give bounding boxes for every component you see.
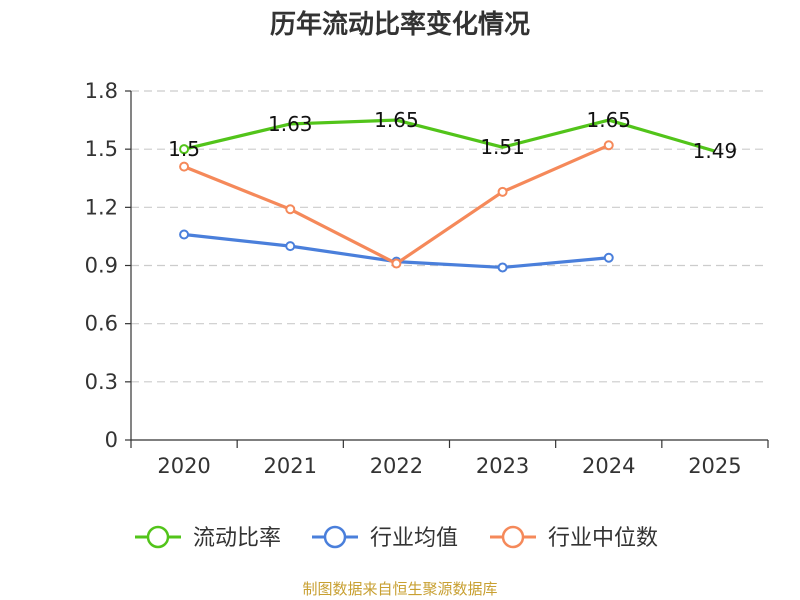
series-line-2 (183, 143, 610, 266)
legend-label: 行业均值 (370, 526, 458, 551)
data-point (497, 186, 508, 197)
data-label: 1.49 (693, 139, 738, 163)
data-point (179, 161, 190, 172)
series (179, 118, 716, 273)
series-line-0 (183, 118, 716, 153)
data-labels: 1.5 1.63 1.65 1.51 1.65 1.49 (168, 108, 737, 163)
x-tick-label: 2021 (264, 454, 317, 478)
data-label: 1.65 (374, 108, 419, 132)
data-point (497, 262, 508, 273)
x-tick-label: 2023 (476, 454, 529, 478)
legend: 流动比率 行业均值 行业中位数 (135, 525, 658, 551)
data-label: 1.63 (268, 112, 313, 136)
legend-label: 行业中位数 (548, 526, 658, 551)
y-tick-label: 0.6 (85, 312, 118, 336)
data-label: 1.51 (480, 135, 525, 159)
data-label: 1.5 (168, 137, 200, 161)
data-point (285, 241, 296, 252)
legend-label: 流动比率 (193, 526, 281, 551)
y-tick-label: 0.9 (85, 254, 118, 278)
x-tick-label: 2024 (582, 454, 635, 478)
data-point (603, 252, 614, 263)
data-point (179, 144, 190, 155)
x-tick-label: 2020 (157, 454, 210, 478)
grid-lines (131, 90, 768, 383)
data-label: 1.65 (586, 108, 631, 132)
y-tick-label: 1.5 (85, 137, 118, 161)
data-point (391, 258, 402, 269)
y-tick-label: 0.3 (85, 370, 118, 394)
y-tick-label: 1.2 (85, 195, 118, 219)
chart-title: 历年流动比率变化情况 (269, 10, 530, 40)
axes: 0 0.3 0.6 0.9 1.2 1.5 1.8 2020 2021 2022 2023 2024 2… (85, 79, 769, 478)
legend-marker (501, 525, 525, 549)
data-point (179, 229, 190, 240)
x-tick-label: 2025 (688, 454, 741, 478)
legend-marker (146, 525, 170, 549)
y-tick-label: 1.8 (85, 79, 118, 103)
x-tick-label: 2022 (370, 454, 423, 478)
source-note: 制图数据来自恒生聚源数据库 (302, 580, 498, 598)
y-tick-label: 0 (105, 428, 118, 452)
data-point (603, 140, 614, 151)
data-point (285, 204, 296, 215)
legend-marker (323, 525, 347, 549)
